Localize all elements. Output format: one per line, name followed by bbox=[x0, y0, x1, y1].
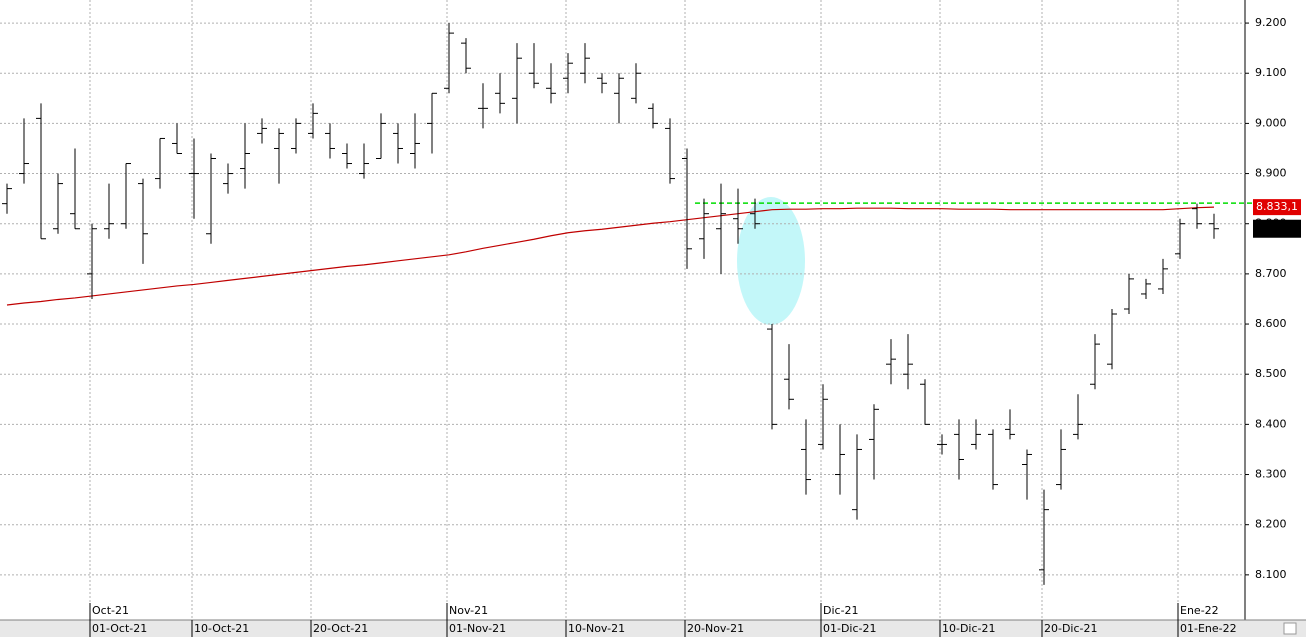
moving-average bbox=[6, 206, 1215, 306]
y-tick-label: 8.500 bbox=[1255, 367, 1287, 380]
x-tick-label: 01-Oct-21 bbox=[92, 622, 147, 635]
ma-price-label: 8.833,1 bbox=[1256, 200, 1298, 213]
x-tick-label: 20-Dic-21 bbox=[1044, 622, 1098, 635]
x-tick-label: 01-Ene-22 bbox=[1180, 622, 1237, 635]
x-group-label: Ene-22 bbox=[1180, 604, 1219, 617]
x-tick-label: 20-Nov-21 bbox=[687, 622, 744, 635]
last-price-box bbox=[1253, 219, 1301, 238]
y-tick-label: 8.700 bbox=[1255, 267, 1287, 280]
y-tick-label: 8.300 bbox=[1255, 468, 1287, 481]
x-tick-label: 01-Dic-21 bbox=[823, 622, 877, 635]
ma-price-box bbox=[1253, 199, 1301, 216]
x-tick-label: 10-Dic-21 bbox=[942, 622, 996, 635]
axis: 8.1008.2008.3008.4008.5008.6008.7008.800… bbox=[89, 16, 1301, 637]
x-group-label: Oct-21 bbox=[92, 604, 129, 617]
corner-icon[interactable] bbox=[1283, 622, 1297, 635]
y-tick-label: 8.100 bbox=[1255, 568, 1287, 581]
y-tick-label: 9.000 bbox=[1255, 116, 1287, 129]
y-tick-label: 9.100 bbox=[1255, 66, 1287, 79]
x-tick-label: 20-Oct-21 bbox=[313, 622, 368, 635]
x-group-label: Dic-21 bbox=[823, 604, 859, 617]
y-tick-label: 8.200 bbox=[1255, 518, 1287, 531]
x-group-label: Nov-21 bbox=[449, 604, 488, 617]
x-tick-label: 10-Oct-21 bbox=[194, 622, 249, 635]
plot bbox=[0, 0, 1258, 620]
y-tick-label: 8.600 bbox=[1255, 317, 1287, 330]
y-tick-label: 9.200 bbox=[1255, 16, 1287, 29]
x-tick-label: 10-Nov-21 bbox=[568, 622, 625, 635]
x-axis-strip bbox=[0, 620, 1306, 637]
y-tick-label: 8.900 bbox=[1255, 167, 1287, 180]
y-tick-label: 8.400 bbox=[1255, 417, 1287, 430]
highlight-ellipse bbox=[737, 197, 805, 325]
x-tick-label: 01-Nov-21 bbox=[449, 622, 506, 635]
